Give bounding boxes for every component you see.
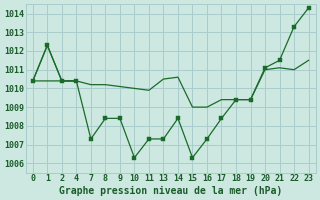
X-axis label: Graphe pression niveau de la mer (hPa): Graphe pression niveau de la mer (hPa)	[59, 186, 282, 196]
